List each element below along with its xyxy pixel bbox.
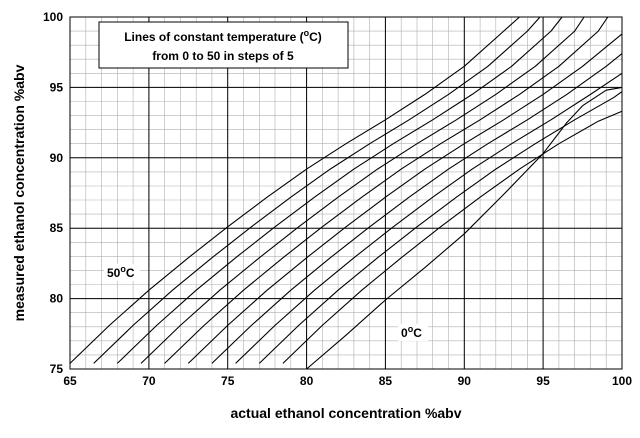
- series-line-3: [140, 16, 585, 364]
- x-tick-label: 70: [142, 374, 156, 388]
- x-tick-label: 100: [612, 374, 632, 388]
- x-axis-title: actual ethanol concentration %abv: [230, 405, 461, 421]
- annotation-hot-label: 50oC: [104, 264, 140, 281]
- series-line-5: [187, 33, 623, 364]
- x-tick-label: 80: [300, 374, 314, 388]
- y-axis-title: measured ethanol concentration %abv: [11, 64, 27, 321]
- y-tick-label: 95: [50, 80, 64, 94]
- legend-line-1: Lines of constant temperature (oC): [124, 28, 322, 44]
- x-tick-label: 95: [536, 374, 550, 388]
- x-tick-label: 85: [379, 374, 393, 388]
- svg-text:50oC: 50oC: [107, 264, 135, 280]
- series-line-2: [116, 16, 563, 364]
- series-line-0: [69, 16, 520, 364]
- y-tick-label: 100: [43, 10, 63, 24]
- x-tick-label: 90: [458, 374, 472, 388]
- svg-text:0oC: 0oC: [401, 324, 422, 340]
- y-tick-labels: 75 80 85 90 95 100: [43, 10, 63, 376]
- x-tick-label: 65: [63, 374, 77, 388]
- annotation-cold-label: 0oC: [398, 324, 428, 341]
- series-line-7: [235, 72, 623, 364]
- series-line-9: [282, 110, 623, 364]
- series-line-8: [258, 91, 623, 364]
- y-tick-label: 85: [50, 221, 64, 235]
- x-tick-labels: 65 70 75 80 85 90 95 100: [63, 374, 632, 388]
- x-tick-label: 75: [221, 374, 235, 388]
- minor-grid: [69, 16, 623, 370]
- series-lines: [69, 16, 623, 370]
- plot-frame: [69, 16, 623, 370]
- y-tick-label: 90: [50, 151, 64, 165]
- series-line-6: [211, 53, 623, 364]
- series-line-1: [93, 16, 541, 364]
- series-line-4: [164, 16, 609, 364]
- major-grid: [69, 16, 623, 370]
- legend-line-2: from 0 to 50 in steps of 5: [152, 49, 294, 63]
- legend-box: Lines of constant temperature (oC) from …: [98, 21, 349, 69]
- series-line-10: [306, 86, 623, 370]
- y-tick-label: 75: [50, 362, 64, 376]
- y-tick-label: 80: [50, 292, 64, 306]
